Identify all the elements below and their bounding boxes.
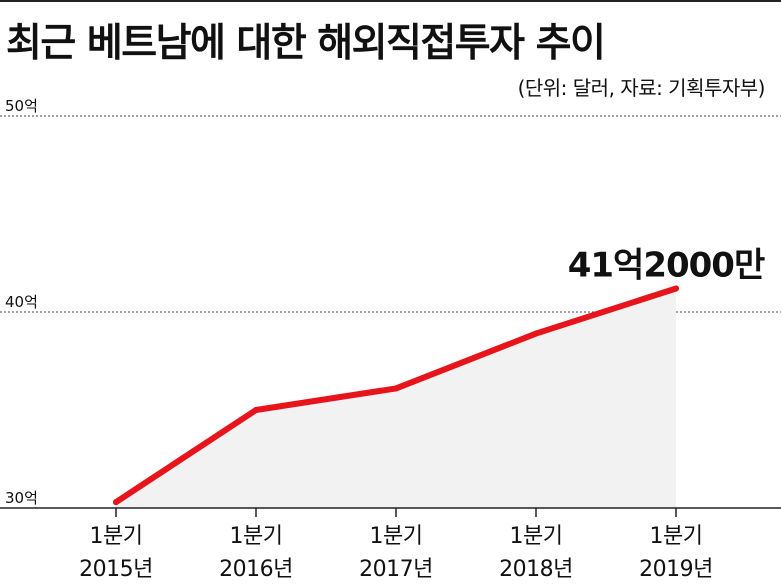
x-tick-label-4-1: 2019년: [639, 557, 713, 582]
x-tick-label-1-0: 1분기: [230, 524, 283, 549]
y-tick-label-1: 40억: [5, 293, 38, 311]
top-rule: [0, 0, 781, 2]
y-tick-label-0: 50억: [5, 97, 38, 115]
marks-layer: [113, 285, 679, 506]
x-tick-label-1-1: 2016년: [219, 557, 293, 582]
x-tick-label-2-1: 2017년: [359, 557, 433, 582]
data-point-3: [533, 330, 539, 337]
x-tick-label-3-0: 1분기: [510, 524, 563, 549]
chart-title: 최근 베트남에 대한 해외직접투자 추이: [6, 21, 606, 66]
ylabels-layer: 50억 40억 30억: [5, 97, 38, 507]
chart-subtitle: (단위: 달러, 자료: 기획투자부): [517, 76, 766, 100]
x-tick-label-4-0: 1분기: [650, 524, 703, 549]
x-tick-label-0-0: 1분기: [90, 524, 143, 549]
xticks-layer: 1분기 2015년 1분기 2016년 1분기 2017년 1분기 2018년 1분기 2019년: [79, 508, 713, 582]
data-point-4: [673, 285, 679, 292]
y-tick-label-2: 30억: [5, 489, 38, 507]
x-tick-label-0-1: 2015년: [79, 557, 153, 582]
x-tick-label-3-1: 2018년: [499, 557, 573, 582]
annotation-label: 41억2000만: [568, 245, 765, 285]
x-tick-label-2-0: 1분기: [370, 524, 423, 549]
area-fill: [116, 288, 676, 508]
data-point-0: [113, 499, 119, 506]
data-point-1: [253, 407, 259, 413]
data-point-2: [393, 385, 399, 392]
